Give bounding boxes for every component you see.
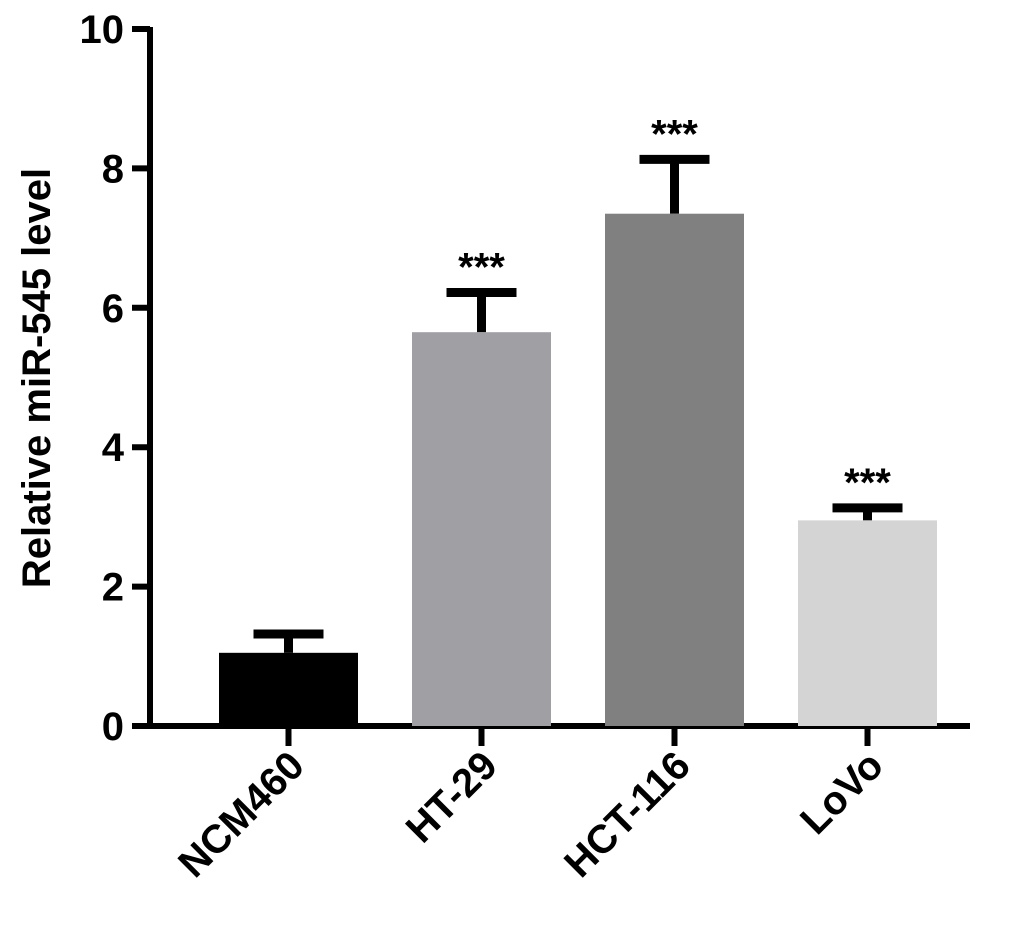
plot-area: 0 2 4 6 8 10 NCM460 *** HT-29 *** HCT-116 *** LoVo <box>80 8 970 886</box>
bar <box>412 332 551 726</box>
bar <box>219 652 358 726</box>
x-tick-label: NCM460 <box>170 743 313 886</box>
x-tick-label: LoVo <box>792 743 892 843</box>
bar <box>798 520 937 726</box>
bar <box>605 213 744 726</box>
x-tick-label: HCT-116 <box>556 743 699 886</box>
y-tick-label: 10 <box>80 8 125 52</box>
x-tick-label: HT-29 <box>398 743 506 851</box>
significance-label: *** <box>844 461 891 505</box>
y-tick-label: 4 <box>102 426 125 470</box>
y-axis-label: Relative miR-545 level <box>15 168 59 588</box>
significance-label: *** <box>458 245 505 289</box>
y-tick-label: 8 <box>102 147 124 191</box>
significance-label: *** <box>651 112 698 156</box>
y-tick-label: 6 <box>102 287 124 331</box>
y-tick-label: 2 <box>102 566 124 610</box>
y-tick-label: 0 <box>102 705 124 749</box>
